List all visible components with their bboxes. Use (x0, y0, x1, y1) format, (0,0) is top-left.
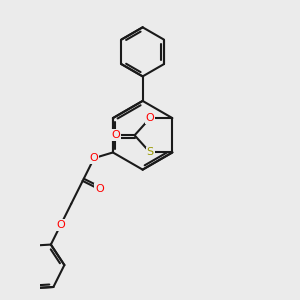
Text: O: O (56, 220, 65, 230)
Text: O: O (112, 130, 120, 140)
Text: S: S (146, 148, 154, 158)
Text: O: O (90, 153, 98, 163)
Text: O: O (95, 184, 104, 194)
Text: O: O (146, 113, 154, 123)
